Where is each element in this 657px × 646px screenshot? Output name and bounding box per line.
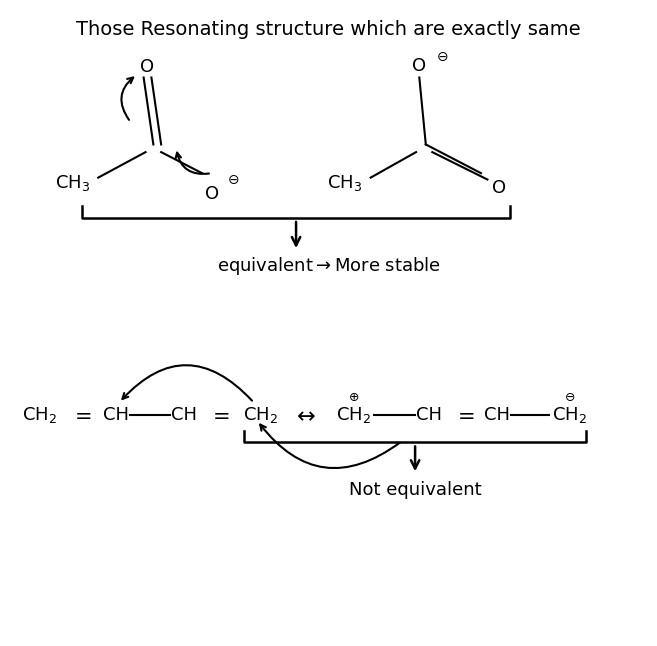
Text: $=$: $=$ <box>208 406 229 426</box>
Text: CH$_2$: CH$_2$ <box>243 406 278 426</box>
Text: $\ominus$: $\ominus$ <box>227 172 239 187</box>
Text: equivalent$\rightarrow$More stable: equivalent$\rightarrow$More stable <box>217 255 440 276</box>
Text: O: O <box>412 57 426 75</box>
Text: Not equivalent: Not equivalent <box>349 481 482 499</box>
Text: O: O <box>140 57 154 76</box>
Text: CH: CH <box>484 406 510 424</box>
Text: O: O <box>205 185 219 203</box>
Text: $\ominus$: $\ominus$ <box>564 391 576 404</box>
Text: $\oplus$: $\oplus$ <box>348 391 359 404</box>
Text: CH: CH <box>171 406 198 424</box>
Text: $\ominus$: $\ominus$ <box>436 50 448 64</box>
Text: CH: CH <box>416 406 442 424</box>
Text: $\leftrightarrow$: $\leftrightarrow$ <box>292 406 316 426</box>
Text: $=$: $=$ <box>70 406 91 426</box>
Text: CH$_3$: CH$_3$ <box>327 172 362 193</box>
Text: CH: CH <box>102 406 129 424</box>
Text: O: O <box>492 180 506 198</box>
Text: CH$_2$: CH$_2$ <box>336 406 371 426</box>
Text: Those Resonating structure which are exactly same: Those Resonating structure which are exa… <box>76 20 581 39</box>
Text: CH$_3$: CH$_3$ <box>55 172 90 193</box>
Text: CH$_2$: CH$_2$ <box>22 406 57 426</box>
Text: CH$_2$: CH$_2$ <box>553 406 587 426</box>
Text: $=$: $=$ <box>453 406 474 426</box>
